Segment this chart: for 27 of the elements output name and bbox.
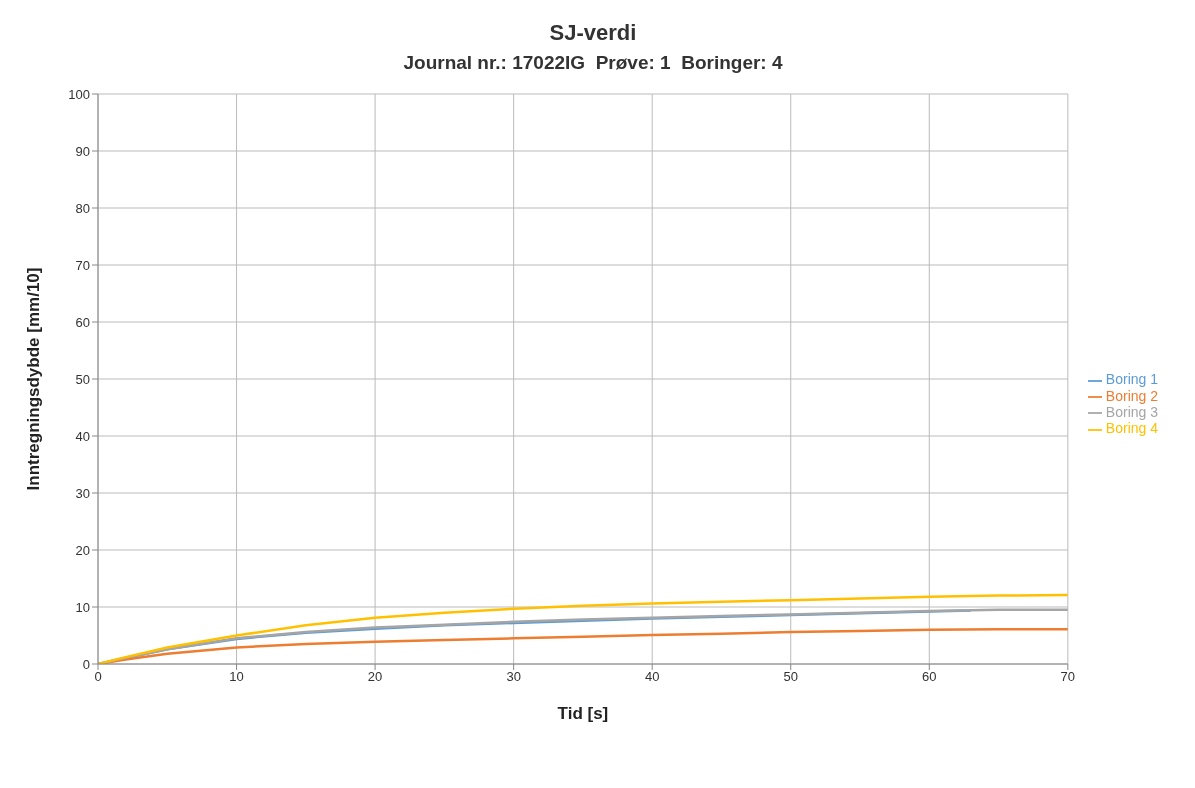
chart-subtitle: Journal nr.: 17022IG Prøve: 1 Boringer: 4: [402, 52, 784, 74]
y-tick-label: 50: [75, 371, 90, 387]
y-tick-label: 100: [68, 86, 90, 102]
y-tick-label: 30: [75, 485, 90, 501]
y-tick-label: 20: [75, 542, 90, 558]
x-tick-label: 10: [229, 669, 244, 685]
y-axis-title: Inntregningsdybde [mm/10]: [24, 267, 44, 491]
legend-label: Boring 4: [1105, 420, 1158, 437]
y-tick-label: 40: [75, 428, 90, 444]
x-tick-label: 40: [644, 669, 660, 685]
y-tick-label: 10: [75, 599, 90, 615]
legend-label: Boring 1: [1105, 371, 1158, 388]
y-tick-label: 70: [75, 257, 90, 273]
y-tick-label: 60: [75, 314, 90, 330]
x-tick-label: 70: [1060, 669, 1076, 685]
x-tick-label: 0: [94, 669, 102, 685]
x-tick-label: 30: [506, 669, 521, 685]
y-tick-label: 90: [75, 143, 90, 159]
legend-label: Boring 3: [1105, 404, 1158, 420]
y-tick-label: 80: [75, 200, 90, 216]
y-tick-label: 0: [82, 656, 90, 672]
x-axis-title: Tid [s]: [557, 704, 609, 723]
x-tick-label: 60: [922, 669, 937, 685]
legend-label: Boring 2: [1105, 387, 1158, 404]
x-tick-label: 50: [783, 669, 798, 685]
chart-title: SJ-verdi: [548, 20, 638, 46]
x-tick-label: 20: [367, 669, 383, 685]
